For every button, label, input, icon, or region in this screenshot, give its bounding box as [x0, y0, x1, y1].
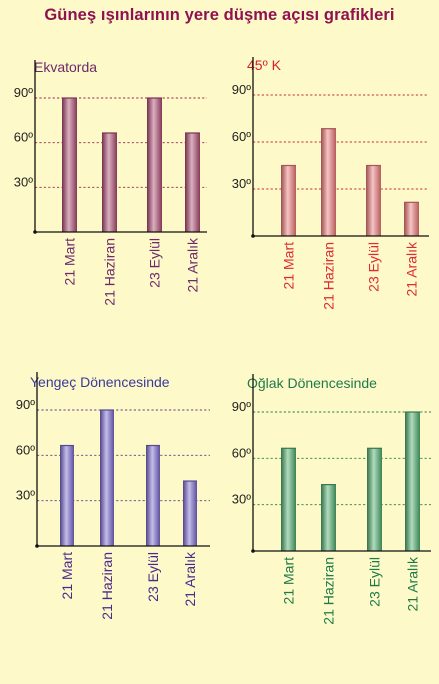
main-title: Güneş ışınlarının yere düşme açısı grafi… — [44, 6, 395, 24]
category-label: 21 Aralık — [404, 241, 420, 296]
axis-origin — [35, 544, 39, 548]
bar-3 — [146, 445, 160, 546]
category-label: 23 Eylül — [366, 242, 382, 292]
chart-title: Oğlak Dönencesinde — [247, 375, 377, 391]
y-tick-label: 90º — [16, 397, 35, 412]
bar-1 — [62, 98, 77, 232]
category-label: 21 Haziran — [321, 557, 337, 625]
axis-origin — [251, 549, 255, 553]
category-label: 21 Mart — [62, 238, 78, 286]
category-label: 21 Mart — [59, 552, 75, 600]
chart-panel-ekvator: Ekvatorda 30º 60º 90º 21 Mart 21 Haziran 23 E… — [0, 50, 220, 368]
chart-title: Ekvatorda — [34, 59, 98, 75]
bar-4 — [405, 412, 420, 551]
bar-4 — [185, 132, 200, 232]
y-tick-label: 60º — [14, 130, 33, 145]
chart-svg: 30º 60º 90º 21 Mart 21 Haziran 23 Eylül 21 Ara… — [14, 60, 207, 306]
y-tick-label: 60º — [232, 129, 251, 144]
y-tick-label: 90º — [14, 85, 33, 100]
axis-origin — [33, 230, 37, 234]
category-label: 21 Haziran — [321, 242, 337, 310]
category-label: 21 Mart — [281, 242, 297, 290]
y-tick-label: 30º — [14, 174, 33, 189]
category-label: 21 Mart — [281, 557, 297, 605]
bar-4 — [404, 202, 419, 236]
category-label: 21 Aralık — [182, 551, 198, 606]
page: Güneş ışınlarının yere düşme açısı grafi… — [0, 6, 439, 625]
chart-panel-45k: 45º K 30º 60º 90º 21 Mart 21 Haziran 23 Eylül… — [219, 50, 439, 368]
chart-panel-oglak: Oğlak Dönencesinde 30º 60º 90º 21 Mart 21 Ha… — [219, 366, 439, 684]
bar-2 — [102, 132, 117, 232]
bar-1 — [281, 165, 296, 236]
category-label: 23 Eylül — [145, 552, 161, 602]
y-tick-label: 90º — [232, 82, 251, 97]
category-label: 21 Haziran — [99, 552, 115, 620]
bar-2 — [321, 484, 336, 551]
category-label: 21 Aralık — [185, 237, 201, 292]
category-label: 23 Eylül — [367, 557, 383, 607]
chart-title: 45º K — [247, 57, 281, 73]
y-tick-label: 30º — [232, 492, 251, 507]
chart-panel-yengec: Yengeç Dönencesinde 30º 60º 90º 21 Mart 21 H… — [0, 366, 220, 684]
chart-title: Yengeç Dönencesinde — [30, 374, 170, 390]
bar-3 — [147, 98, 162, 232]
bar-3 — [366, 165, 381, 236]
bar-4 — [183, 481, 197, 546]
bar-3 — [367, 448, 382, 551]
y-tick-label: 30º — [16, 488, 35, 503]
bar-2 — [321, 128, 336, 236]
y-tick-label: 30º — [232, 176, 251, 191]
y-tick-label: 90º — [232, 399, 251, 414]
y-tick-label: 60º — [232, 445, 251, 460]
bar-2 — [100, 410, 114, 546]
chart-svg: 30º 60º 90º 21 Mart 21 Haziran 23 Eylül 21 Ara… — [16, 372, 210, 620]
category-label: 21 Haziran — [102, 238, 118, 306]
chart-svg: 30º 60º 90º 21 Mart 21 Haziran 23 Eylül 21 Ara… — [232, 374, 431, 625]
category-label: 23 Eylül — [147, 238, 163, 288]
bar-1 — [281, 448, 296, 551]
bar-1 — [60, 445, 74, 546]
y-tick-label: 60º — [16, 442, 35, 457]
category-label: 21 Aralık — [405, 556, 421, 611]
chart-svg: 30º 60º 90º 21 Mart 21 Haziran 23 Eylül 21 Ara… — [232, 57, 429, 310]
axis-origin — [251, 234, 255, 238]
